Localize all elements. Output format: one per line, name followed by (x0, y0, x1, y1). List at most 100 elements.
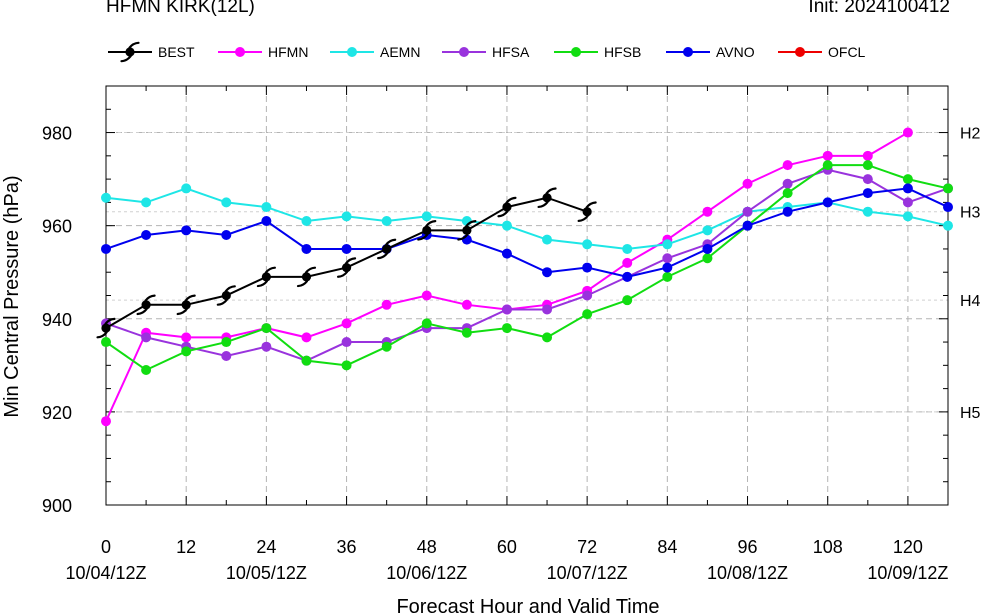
point-aemn (501, 220, 512, 231)
legend-label-hfsb: HFSB (604, 44, 641, 60)
x-tick-label: 24 (256, 537, 276, 557)
legend-item-best: BEST (108, 41, 195, 63)
point-hfmn (381, 299, 392, 310)
point-hfsa (742, 206, 753, 217)
x-axis-label: Forecast Hour and Valid Time (396, 596, 659, 616)
legend-label-best: BEST (158, 44, 195, 60)
legend-marker-hfsb (571, 47, 581, 57)
point-avno (301, 243, 312, 254)
point-hfsb (381, 341, 392, 352)
point-aemn (662, 239, 673, 250)
point-hfsb (301, 355, 312, 366)
y-tick-label: 900 (42, 496, 72, 516)
legend-marker-hfmn (235, 47, 245, 57)
point-hfsb (943, 183, 953, 194)
x-tick-label: 60 (497, 537, 517, 557)
point-hfsa (862, 174, 873, 185)
chart-title: HFMN KIRK(12L) (106, 0, 255, 17)
point-hfsa (782, 178, 793, 189)
series-best (96, 187, 597, 339)
legend-marker-ofcl (795, 47, 805, 57)
point-avno (221, 229, 232, 240)
point-hfsa (341, 337, 352, 348)
point-avno (902, 183, 913, 194)
point-best (377, 238, 397, 260)
category-label-h5: H5 (960, 405, 981, 422)
x-tick-label: 96 (738, 537, 758, 557)
point-hfmn (181, 332, 192, 343)
point-best (537, 187, 557, 209)
point-avno (181, 225, 192, 236)
point-hfmn (862, 150, 873, 161)
point-aemn (943, 220, 953, 231)
point-best (457, 220, 477, 241)
point-hfmn (742, 178, 753, 189)
point-hfsb (782, 188, 793, 199)
series-line-hfsa (105, 168, 949, 362)
point-aemn (101, 192, 111, 203)
point-best (176, 294, 196, 316)
point-aemn (141, 197, 152, 208)
legend: BEST HFMN AEMN HFSA HFSB AVNO OFCL (108, 41, 866, 63)
legend-marker-best (120, 41, 140, 63)
point-aemn (902, 211, 913, 222)
point-avno (101, 243, 111, 254)
point-avno (702, 243, 713, 254)
point-hfsb (181, 346, 192, 357)
point-best (256, 266, 276, 288)
point-hfsb (501, 323, 512, 334)
point-hfsb (542, 332, 553, 343)
point-hfmn (421, 290, 432, 301)
point-hfsb (341, 360, 352, 371)
legend-item-aemn: AEMN (330, 44, 420, 60)
x-tick-label: 12 (176, 537, 196, 557)
y-tick-label: 940 (42, 310, 72, 330)
point-aemn (622, 243, 633, 254)
point-avno (662, 262, 673, 273)
axes: 0 12 24 36 48 60 72 84 96 108 120 10/04/12Z 10/05/12… (42, 85, 949, 583)
point-hfsb (261, 323, 272, 334)
point-hfmn (341, 318, 352, 329)
legend-label-hfmn: HFMN (268, 44, 308, 60)
point-best (497, 196, 517, 218)
point-avno (622, 271, 633, 282)
legend-label-avno: AVNO (716, 44, 755, 60)
point-hfmn (461, 299, 472, 310)
point-best (136, 294, 156, 316)
series-hfsb (101, 160, 953, 375)
legend-marker-hfsa (459, 47, 469, 57)
x-date-label: 10/08/12Z (707, 563, 788, 583)
grid (106, 86, 948, 505)
category-lines: H2 H3 H4 H5 (106, 126, 981, 422)
point-hfsb (461, 327, 472, 338)
category-label-h4: H4 (960, 293, 981, 310)
point-aemn (381, 216, 392, 227)
legend-item-avno: AVNO (666, 44, 755, 60)
point-best (577, 201, 597, 222)
point-aemn (582, 239, 593, 250)
point-hfsb (902, 174, 913, 185)
point-avno (341, 243, 352, 254)
point-avno (501, 248, 512, 259)
x-date-label: 10/07/12Z (547, 563, 628, 583)
point-hfmn (622, 257, 633, 268)
x-tick-label: 120 (893, 537, 923, 557)
point-hfsa (221, 351, 232, 362)
x-tick-label: 72 (577, 537, 597, 557)
x-tick-label: 0 (101, 537, 111, 557)
point-best (417, 220, 437, 241)
point-hfsb (141, 364, 152, 375)
x-date-label: 10/05/12Z (226, 563, 307, 583)
legend-marker-aemn (347, 47, 357, 57)
point-avno (742, 220, 753, 231)
point-hfmn (822, 150, 833, 161)
series-line-avno (105, 187, 949, 278)
point-aemn (221, 197, 232, 208)
series-layer (96, 127, 953, 427)
point-avno (261, 216, 272, 227)
point-best (336, 257, 357, 278)
legend-item-hfmn: HFMN (218, 44, 308, 60)
point-best (96, 317, 116, 339)
x-tick-label: 48 (417, 537, 437, 557)
